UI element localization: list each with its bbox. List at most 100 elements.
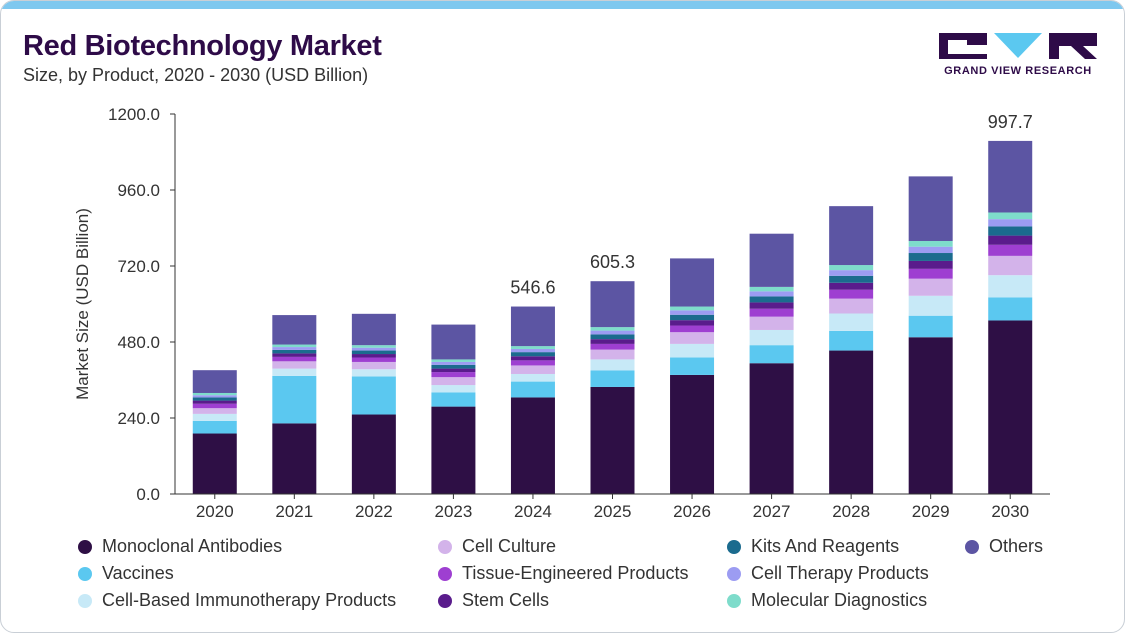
- bar-segment-tissue-engineered-products-2023: [431, 372, 476, 378]
- bar-segment-molecular-diagnostics-2029: [908, 240, 953, 247]
- bar-segment-kits-and-reagents-2021: [272, 349, 317, 354]
- bar-segment-tissue-engineered-products-2020: [192, 403, 237, 409]
- bar-segment-molecular-diagnostics-2024: [510, 346, 555, 349]
- bar-segment-molecular-diagnostics-2020: [192, 392, 237, 396]
- bar-segment-kits-and-reagents-2029: [908, 253, 953, 261]
- bar-segment-monoclonal-antibodies-2022: [351, 414, 396, 494]
- bar-segment-cell-therapy-products-2027: [749, 291, 794, 297]
- bar-segment-tissue-engineered-products-2027: [749, 308, 794, 317]
- bar-segment-stem-cells-2024: [510, 356, 555, 361]
- bar-segment-others-2023: [431, 324, 476, 360]
- bar-segment-cell-based-immunotherapy-products-2022: [351, 369, 396, 377]
- y-tick-label: 720.0: [117, 257, 160, 276]
- bar-segment-stem-cells-2021: [272, 353, 317, 357]
- bar-segment-cell-culture-2024: [510, 365, 555, 374]
- bar-segment-others-2029: [908, 176, 953, 241]
- bar-segment-others-2028: [829, 206, 874, 266]
- bar-segment-cell-based-immunotherapy-products-2026: [670, 343, 715, 358]
- chart-title: Red Biotechnology Market: [23, 30, 382, 62]
- bar-segment-molecular-diagnostics-2030: [988, 212, 1033, 220]
- bar-segment-kits-and-reagents-2025: [590, 334, 635, 340]
- bar-segment-cell-culture-2020: [192, 408, 237, 414]
- bar-segment-cell-based-immunotherapy-products-2023: [431, 385, 476, 393]
- bar-segment-monoclonal-antibodies-2028: [829, 350, 874, 494]
- bar-segment-cell-therapy-products-2022: [351, 347, 396, 351]
- bar-segment-monoclonal-antibodies-2020: [192, 433, 237, 494]
- y-axis-label: Market Size (USD Billion): [73, 208, 92, 400]
- bar-segment-kits-and-reagents-2028: [829, 275, 874, 283]
- brand-logo-text: GRAND VIEW RESEARCH: [944, 65, 1092, 77]
- bar-segment-tissue-engineered-products-2021: [272, 356, 317, 362]
- bar-segment-cell-culture-2023: [431, 377, 476, 386]
- bar-segment-tissue-engineered-products-2022: [351, 357, 396, 362]
- bar-segment-stem-cells-2020: [192, 400, 237, 404]
- bar-segment-cell-culture-2026: [670, 332, 715, 344]
- bar-segment-others-2020: [192, 370, 237, 393]
- bar-segment-cell-based-immunotherapy-products-2020: [192, 413, 237, 421]
- x-tick-label: 2025: [594, 502, 632, 521]
- y-tick-label: 960.0: [117, 181, 160, 200]
- x-tick-label: 2023: [434, 502, 472, 521]
- data-label-2030: 997.7: [988, 112, 1033, 132]
- bar-segment-stem-cells-2022: [351, 354, 396, 358]
- bar-segment-vaccines-2027: [749, 345, 794, 364]
- bar-segment-cell-culture-2025: [590, 349, 635, 360]
- bar-segment-monoclonal-antibodies-2023: [431, 406, 476, 494]
- x-tick-label: 2022: [355, 502, 393, 521]
- x-axis-ticks: 2020 2021 2022 2023 2024 2025 2026 2027 2028 2029…: [196, 494, 1029, 521]
- x-tick-label: 2028: [832, 502, 870, 521]
- top-accent-bar: [1, 1, 1124, 9]
- bar-segment-kits-and-reagents-2026: [670, 314, 715, 321]
- bar-segment-cell-based-immunotherapy-products-2030: [988, 275, 1033, 298]
- bar-segment-molecular-diagnostics-2022: [351, 345, 396, 348]
- bar-segment-molecular-diagnostics-2026: [670, 306, 715, 311]
- bar-segment-tissue-engineered-products-2025: [590, 343, 635, 350]
- bar-segment-vaccines-2024: [510, 381, 555, 398]
- y-tick-label: 480.0: [117, 333, 160, 352]
- bar-segment-vaccines-2022: [351, 376, 396, 415]
- bar-segment-molecular-diagnostics-2027: [749, 286, 794, 292]
- bar-segment-cell-culture-2030: [988, 255, 1033, 276]
- bar-segment-kits-and-reagents-2030: [988, 226, 1033, 236]
- bar-segment-molecular-diagnostics-2028: [829, 265, 874, 271]
- bar-segment-stem-cells-2029: [908, 260, 953, 269]
- bar-segment-vaccines-2023: [431, 392, 476, 407]
- bar-segment-cell-based-immunotherapy-products-2028: [829, 313, 874, 331]
- bar-segment-stem-cells-2025: [590, 339, 635, 344]
- bar-segment-vaccines-2030: [988, 297, 1033, 321]
- x-tick-label: 2020: [196, 502, 234, 521]
- bar-segment-molecular-diagnostics-2025: [590, 327, 635, 331]
- bar-segment-cell-therapy-products-2028: [829, 270, 874, 276]
- bar-segment-stem-cells-2023: [431, 368, 476, 373]
- bar-segment-cell-based-immunotherapy-products-2029: [908, 295, 953, 316]
- y-axis-ticks: 0.0 240.0 480.0 720.0 960.0 1200.0: [108, 105, 175, 504]
- bar-segment-vaccines-2021: [272, 375, 317, 424]
- bar-segment-molecular-diagnostics-2023: [431, 359, 476, 362]
- bar-segment-monoclonal-antibodies-2021: [272, 423, 317, 494]
- bar-segment-stem-cells-2030: [988, 235, 1033, 245]
- bar-segment-cell-culture-2022: [351, 361, 396, 370]
- bar-segment-others-2024: [510, 306, 555, 347]
- bar-segment-cell-based-immunotherapy-products-2027: [749, 329, 794, 346]
- bar-segment-kits-and-reagents-2020: [192, 397, 237, 401]
- bar-segment-cell-therapy-products-2030: [988, 219, 1033, 227]
- bar-segment-cell-culture-2029: [908, 278, 953, 296]
- bar-segment-tissue-engineered-products-2024: [510, 360, 555, 366]
- bar-segment-others-2025: [590, 281, 635, 328]
- data-labels-group: 546.6 605.3 997.7: [510, 112, 1032, 298]
- logo-v-shape: [994, 33, 1042, 58]
- bar-segment-cell-therapy-products-2029: [908, 246, 953, 254]
- bar-segment-tissue-engineered-products-2029: [908, 268, 953, 279]
- bar-segment-cell-therapy-products-2023: [431, 361, 476, 365]
- bar-segment-vaccines-2026: [670, 357, 715, 375]
- chart-subtitle: Size, by Product, 2020 - 2030 (USD Billi…: [23, 65, 369, 85]
- bar-segment-others-2026: [670, 258, 715, 307]
- y-tick-label: 240.0: [117, 409, 160, 428]
- x-tick-label: 2027: [753, 502, 791, 521]
- bar-segment-monoclonal-antibodies-2026: [670, 374, 715, 494]
- bar-segment-cell-culture-2028: [829, 298, 874, 314]
- bar-segment-stem-cells-2027: [749, 302, 794, 309]
- bar-segment-kits-and-reagents-2022: [351, 350, 396, 355]
- bar-segment-kits-and-reagents-2024: [510, 352, 555, 357]
- bar-segment-cell-therapy-products-2021: [272, 347, 317, 350]
